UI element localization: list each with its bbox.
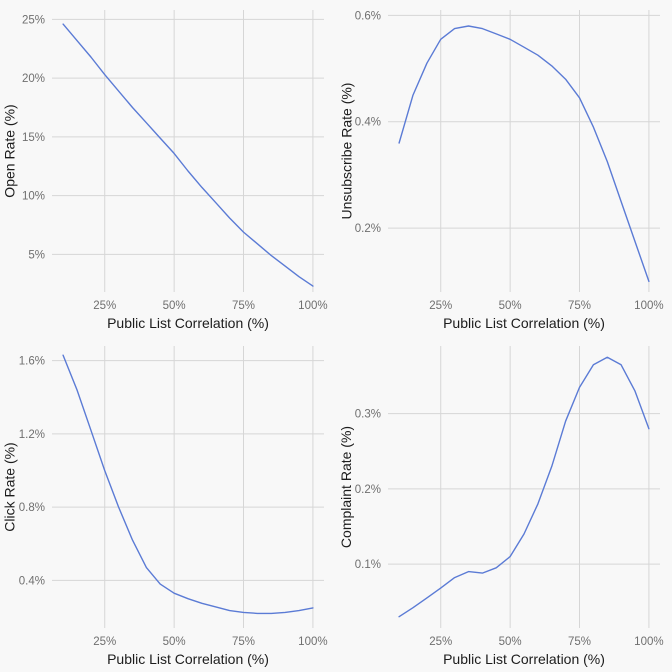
y-tick-label: 0.3%: [355, 409, 381, 421]
x-tick-label: 25%: [429, 636, 452, 648]
y-tick-label: 15%: [22, 132, 45, 144]
chart-open-rate: 25% 50% 75% 100% 5% 10% 15% 20% 25% Open Rate (%…: [0, 0, 336, 336]
complaint-rate-plot-area: 25% 50% 75% 100% 0.1% 0.2% 0.3%: [355, 346, 664, 648]
line-series: [62, 23, 314, 287]
y-tick-label: 5%: [28, 249, 45, 261]
y-tick-label: 0.4%: [355, 117, 381, 129]
x-tick-label: 25%: [93, 300, 116, 312]
chart-unsubscribe-rate: 25% 50% 75% 100% 0.2% 0.4% 0.6% Unsubscribe Ra…: [336, 0, 672, 336]
y-tick-label: 0.8%: [19, 502, 45, 514]
chart-complaint-rate: 25% 50% 75% 100% 0.1% 0.2% 0.3% Complaint Rate…: [336, 336, 672, 672]
x-tick-label: 75%: [232, 300, 255, 312]
x-tick-label: 50%: [163, 300, 186, 312]
x-tick-label: 75%: [568, 636, 591, 648]
line-series: [62, 354, 314, 615]
line-series: [398, 25, 650, 283]
x-tick-label: 75%: [568, 300, 591, 312]
chart-click-rate: 25% 50% 75% 100% 0.4% 0.8% 1.2% 1.6% Click Rate…: [0, 336, 336, 672]
x-tick-label: 100%: [298, 300, 327, 312]
y-tick-label: 0.2%: [355, 223, 381, 235]
click-rate-plot-area: 25% 50% 75% 100% 0.4% 0.8% 1.2% 1.6%: [19, 346, 328, 648]
y-tick-label: 0.4%: [19, 575, 45, 587]
x-tick-label: 25%: [429, 300, 452, 312]
y-tick-label: 10%: [22, 191, 45, 203]
unsubscribe-rate-plot-area: 25% 50% 75% 100% 0.2% 0.4% 0.6%: [355, 10, 664, 312]
y-tick-label: 1.6%: [19, 356, 45, 368]
y-tick-label: 0.1%: [355, 559, 381, 571]
x-tick-label: 100%: [298, 636, 327, 648]
y-tick-label: 25%: [22, 14, 45, 26]
open-rate-plot-area: 25% 50% 75% 100% 5% 10% 15% 20% 25%: [22, 10, 328, 312]
y-tick-label: 1.2%: [19, 429, 45, 441]
x-tick-label: 50%: [499, 636, 522, 648]
x-tick-label: 75%: [232, 636, 255, 648]
x-tick-label: 100%: [634, 636, 663, 648]
y-tick-label: 0.6%: [355, 10, 381, 22]
y-tick-label: 0.2%: [355, 484, 381, 496]
line-series: [398, 356, 650, 618]
x-tick-label: 100%: [634, 300, 663, 312]
y-tick-label: 20%: [22, 73, 45, 85]
x-tick-label: 50%: [499, 300, 522, 312]
x-tick-label: 25%: [93, 636, 116, 648]
x-tick-label: 50%: [163, 636, 186, 648]
